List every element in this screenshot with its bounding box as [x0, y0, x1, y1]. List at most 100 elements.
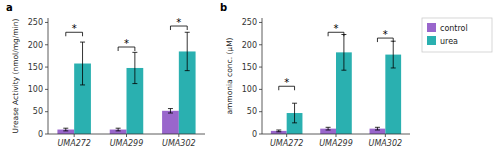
chart: * * * 0 50 100 150 200 250 UMA272 UMA299 UMA302 Urea…	[0, 0, 500, 159]
error-cap	[80, 84, 85, 85]
x-tick-label: UMA272	[57, 139, 91, 148]
significance-label: *	[383, 29, 388, 40]
y-axis	[48, 18, 49, 134]
y-tick-label: 0	[252, 130, 257, 139]
error-bar	[132, 52, 137, 83]
x-tick	[126, 134, 127, 137]
legend: control urea	[422, 18, 492, 52]
error-line	[328, 127, 329, 130]
error-bar	[116, 128, 121, 131]
y-tick-label: 100	[28, 85, 43, 94]
y-tick-label: 250	[28, 18, 43, 27]
y-tick-label: 100	[242, 85, 257, 94]
significance-label: *	[176, 17, 181, 28]
y-tick-label: 50	[33, 107, 43, 116]
y-tick	[259, 111, 262, 112]
significance-label: *	[334, 23, 339, 34]
panel: ***050100150200250UMA272UMA299UMA302Urea…	[6, 2, 205, 148]
legend-label: control	[440, 24, 468, 33]
x-tick	[286, 134, 287, 137]
y-tick-label: 0	[38, 130, 43, 139]
legend-swatch	[427, 36, 436, 45]
y-tick-label: 150	[28, 63, 43, 72]
error-cap	[132, 83, 137, 84]
error-bar	[375, 127, 380, 130]
error-cap	[132, 52, 137, 53]
error-line	[393, 41, 394, 68]
error-cap	[292, 103, 297, 104]
y-axis-label: ammonia conc. (μM)	[225, 37, 234, 114]
y-tick	[45, 67, 48, 68]
error-bar	[391, 41, 396, 68]
error-bar	[292, 103, 297, 123]
error-bar	[341, 35, 346, 71]
legend-swatch	[427, 23, 436, 32]
error-line	[134, 52, 135, 83]
error-cap	[326, 129, 331, 130]
error-line	[118, 128, 119, 131]
error-line	[82, 42, 83, 85]
x-tick	[74, 134, 75, 137]
error-cap	[63, 128, 68, 129]
error-cap	[168, 113, 173, 114]
error-cap	[326, 127, 331, 128]
error-line	[343, 35, 344, 71]
y-tick	[259, 44, 262, 45]
panel-title: b	[220, 2, 227, 13]
panel-title: a	[6, 2, 13, 13]
error-line	[377, 127, 378, 130]
y-tick-label: 150	[242, 63, 257, 72]
x-tick-label: UMA299	[319, 139, 353, 148]
y-tick-label: 200	[28, 41, 43, 50]
marks	[57, 26, 195, 134]
error-line	[187, 32, 188, 70]
error-bar	[276, 130, 281, 132]
y-tick	[259, 134, 262, 135]
bar	[162, 111, 179, 134]
legend-label: urea	[440, 37, 458, 46]
y-tick	[45, 89, 48, 90]
legend-frame	[422, 18, 492, 52]
error-cap	[185, 70, 190, 71]
error-cap	[116, 128, 121, 129]
error-cap	[80, 42, 85, 43]
panel: ***050100150200250UMA272UMA299UMA302ammo…	[220, 2, 410, 148]
y-tick	[259, 22, 262, 23]
error-cap	[63, 130, 68, 131]
significance-label: *	[124, 38, 129, 49]
error-line	[65, 128, 66, 131]
y-tick-label: 50	[247, 107, 257, 116]
error-cap	[276, 131, 281, 132]
error-cap	[185, 32, 190, 33]
error-cap	[276, 129, 281, 130]
x-tick-label: UMA272	[270, 139, 304, 148]
error-cap	[375, 127, 380, 128]
y-tick	[45, 22, 48, 23]
x-tick	[336, 134, 337, 137]
y-tick	[259, 67, 262, 68]
y-tick	[259, 89, 262, 90]
x-tick-label: UMA302	[369, 139, 403, 148]
error-cap	[391, 67, 396, 68]
y-tick	[45, 134, 48, 135]
bar	[271, 131, 287, 134]
error-cap	[168, 108, 173, 109]
marks	[271, 32, 401, 134]
error-cap	[292, 122, 297, 123]
x-tick-label: UMA299	[110, 139, 144, 148]
y-tick	[45, 111, 48, 112]
x-tick	[385, 134, 386, 137]
y-axis	[262, 18, 263, 134]
error-line	[170, 109, 171, 113]
significance-label: *	[284, 77, 289, 88]
y-axis-label: Urease Activity (nmol/mg/min)	[11, 19, 20, 134]
x-tick	[178, 134, 179, 137]
error-cap	[375, 129, 380, 130]
error-bar	[185, 32, 190, 70]
error-cap	[341, 70, 346, 71]
x-tick-label: UMA302	[162, 139, 196, 148]
error-line	[294, 103, 295, 123]
error-cap	[116, 130, 121, 131]
error-bar	[63, 128, 68, 131]
error-bar	[326, 127, 331, 130]
